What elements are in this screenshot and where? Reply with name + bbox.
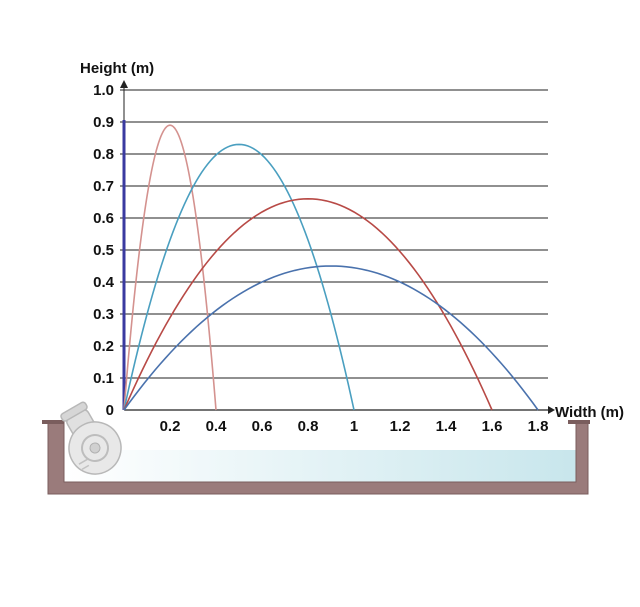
basin-rim-left: [42, 420, 64, 424]
x-tick-label: 0.8: [298, 418, 319, 435]
y-axis-title: Height (m): [80, 60, 154, 77]
water-surface: [64, 450, 576, 482]
y-tick-label: 0.4: [93, 274, 115, 291]
y-tick-label: 0.3: [93, 306, 114, 323]
x-tick-label: 1.4: [436, 418, 458, 435]
y-tick-label: 1.0: [93, 82, 114, 99]
y-axis-arrow: [120, 80, 128, 88]
y-tick-label: 0.9: [93, 114, 114, 131]
y-tick-label: 0.6: [93, 210, 114, 227]
x-tick-label: 0.6: [252, 418, 273, 435]
y-tick-label: 0.8: [93, 146, 114, 163]
x-tick-label: 1.8: [528, 418, 549, 435]
y-tick-label: 0.1: [93, 370, 114, 387]
nozzle-icon: [60, 401, 122, 475]
trajectory-line: [123, 124, 217, 411]
x-tick-label: 0.4: [206, 418, 228, 435]
y-tick-label: 0.5: [93, 242, 114, 259]
x-axis-title: Width (m): [555, 404, 624, 421]
fountain-basin: [42, 420, 590, 495]
tick-labels: 0 0.1 0.2 0.3 0.4 0.5 0.6 0.7 0.8 0.9 1.0 0.2 0.4 0.6…: [93, 82, 548, 435]
y-tick-label: 0.2: [93, 338, 114, 355]
y-tick-label: 0: [106, 402, 114, 419]
trajectory-line: [123, 265, 539, 411]
gridlines: [120, 89, 548, 379]
x-tick-label: 0.2: [160, 418, 181, 435]
y-tick-label: 0.7: [93, 178, 114, 195]
basin-rim-right: [568, 420, 590, 424]
x-axis-arrow: [548, 406, 555, 414]
trajectories: [123, 124, 539, 411]
trajectory-line: [123, 197, 493, 411]
axes: [120, 80, 555, 414]
x-tick-label: 1.6: [482, 418, 503, 435]
trajectory-line: [123, 143, 355, 411]
x-tick-label: 1.2: [390, 418, 411, 435]
x-tick-label: 1: [350, 418, 358, 435]
